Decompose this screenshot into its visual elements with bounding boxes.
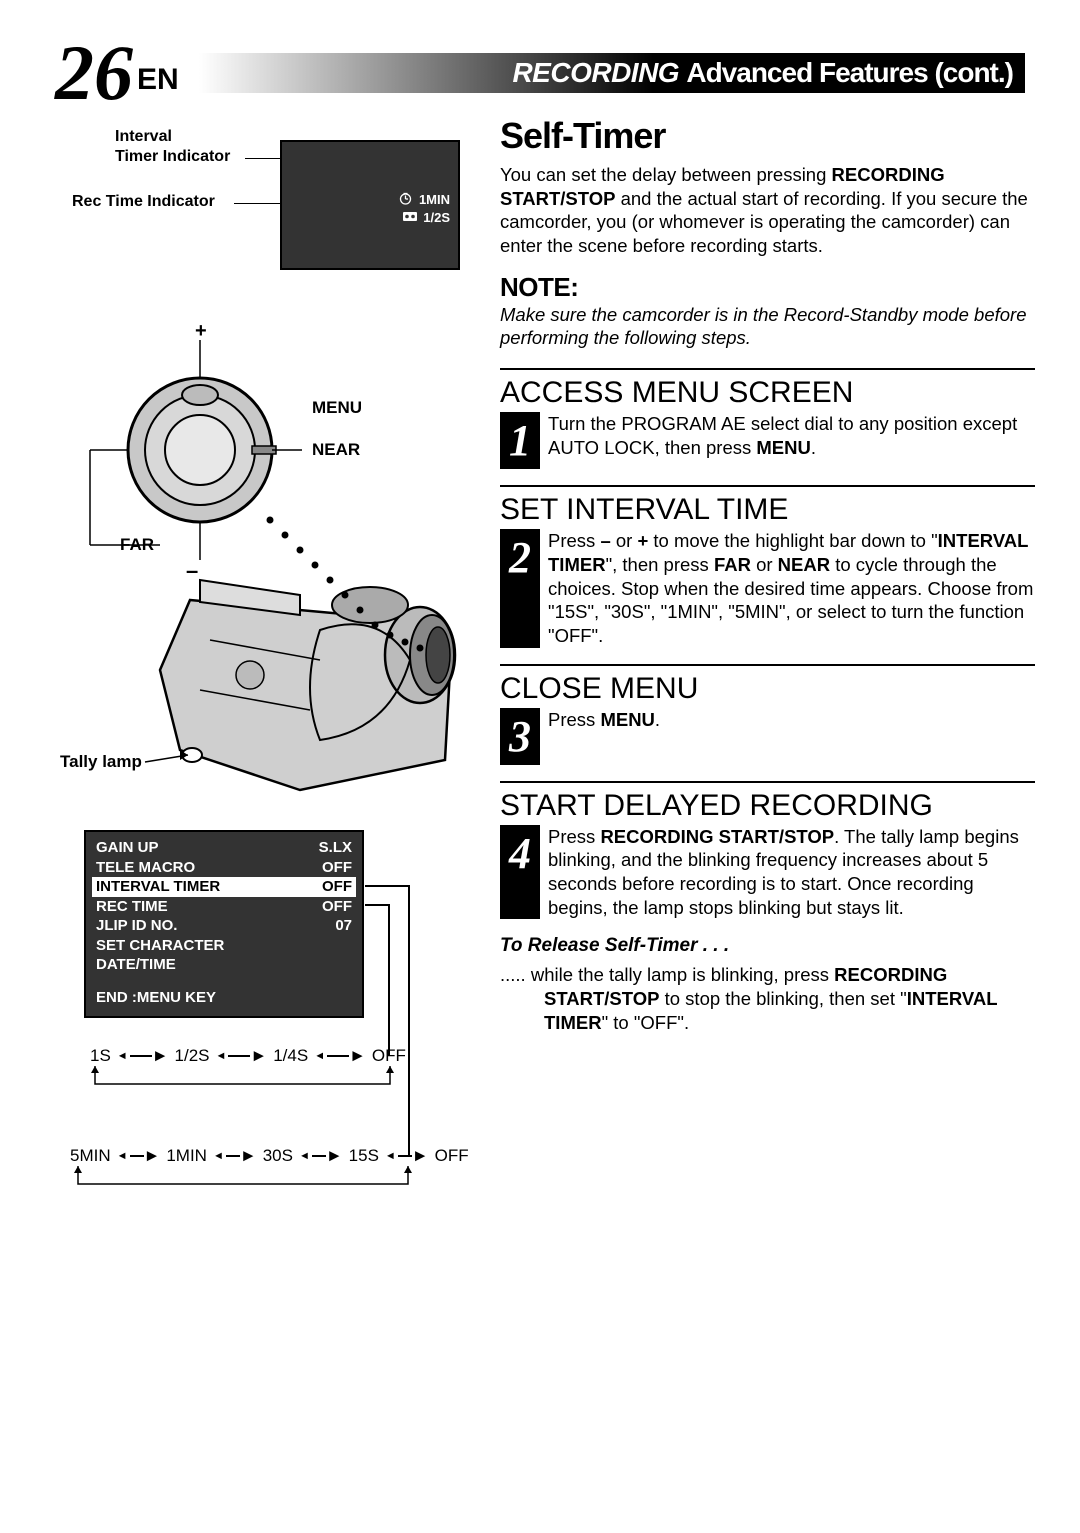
label-minus: –: [186, 558, 198, 584]
left-column: Interval Timer Indicator Rec Time Indica…: [70, 130, 480, 1210]
label-timer-indicator: Timer Indicator: [115, 148, 230, 166]
label-tally-lamp: Tally lamp: [60, 752, 142, 772]
step-number: 3: [500, 708, 540, 765]
menu-diagram: GAIN UPS.LX TELE MACROOFF INTERVAL TIMER…: [70, 830, 480, 1210]
step-body: Press MENU.: [548, 708, 1035, 732]
menu-row: GAIN UPS.LX: [96, 838, 352, 858]
intro-text: You can set the delay between pressing R…: [500, 163, 1035, 258]
label-plus: +: [195, 320, 207, 343]
page-lang: EN: [137, 63, 179, 97]
release-heading: To Release Self-Timer . . .: [500, 935, 1035, 957]
menu-screen: GAIN UPS.LX TELE MACROOFF INTERVAL TIMER…: [84, 830, 364, 1018]
menu-row: JLIP ID NO.07: [96, 916, 352, 936]
right-column: Self-Timer You can set the delay between…: [500, 115, 1035, 1034]
label-rec-time-indicator: Rec Time Indicator: [72, 193, 215, 211]
page-header: 26 EN RECORDING Advanced Features (cont.…: [55, 40, 1025, 105]
connector-line: [365, 885, 409, 887]
step-1: ACCESS MENU SCREEN 1 Turn the PROGRAM AE…: [500, 368, 1035, 469]
tape-icon: [402, 210, 418, 225]
menu-row: TELE MACROOFF: [96, 858, 352, 878]
vf-value-1min: 1MIN: [419, 192, 450, 207]
step-body: Press RECORDING START/STOP. The tally la…: [548, 825, 1035, 920]
page-number: 26: [55, 34, 133, 112]
step-body: Turn the PROGRAM AE select dial to any p…: [548, 412, 1035, 459]
label-far: FAR: [120, 535, 154, 555]
menu-row: DATE/TIME: [96, 955, 352, 975]
step-3: CLOSE MENU 3 Press MENU.: [500, 664, 1035, 765]
viewfinder-diagram: Interval Timer Indicator Rec Time Indica…: [70, 130, 480, 290]
label-interval: Interval: [115, 128, 172, 146]
release-body: ..... while the tally lamp is blinking, …: [500, 963, 1035, 1034]
header-title: RECORDING Advanced Features (cont.): [512, 57, 1013, 89]
cycle-interval-timer: 5MIN ► 1MIN ► 30S ► 15S ► OFF: [70, 1146, 469, 1166]
vf-value-12s: 1/2S: [423, 210, 450, 225]
step-body: Press – or + to move the highlight bar d…: [548, 529, 1035, 647]
menu-row-highlight: INTERVAL TIMEROFF: [92, 877, 356, 897]
cycle-return-arrow: [70, 1166, 420, 1196]
cycle-rec-time: 1S ► 1/2S ► 1/4S ► OFF: [90, 1046, 406, 1066]
section-title: Self-Timer: [500, 115, 1035, 157]
cycle-return-arrow: [90, 1066, 400, 1096]
step-4: START DELAYED RECORDING 4 Press RECORDIN…: [500, 781, 1035, 920]
step-number: 2: [500, 529, 540, 647]
step-title: START DELAYED RECORDING: [500, 789, 1035, 823]
menu-end: END :MENU KEY: [96, 989, 352, 1006]
label-menu: MENU: [312, 398, 362, 418]
step-title: ACCESS MENU SCREEN: [500, 376, 1035, 410]
viewfinder-screen: 1MIN 1/2S: [280, 140, 460, 270]
note-text: Make sure the camcorder is in the Record…: [500, 303, 1035, 350]
note-heading: NOTE:: [500, 272, 1035, 303]
header-banner: RECORDING Advanced Features (cont.): [199, 53, 1025, 93]
menu-row: SET CHARACTER: [96, 936, 352, 956]
menu-row: REC TIMEOFF: [96, 897, 352, 917]
connector-line: [388, 904, 390, 1056]
step-title: CLOSE MENU: [500, 672, 1035, 706]
label-near: NEAR: [312, 440, 360, 460]
step-title: SET INTERVAL TIME: [500, 493, 1035, 527]
step-number: 4: [500, 825, 540, 920]
camera-diagram: + MENU NEAR FAR – Tally lamp: [70, 320, 480, 810]
camera-illustration: [70, 320, 480, 810]
step-number: 1: [500, 412, 540, 469]
step-2: SET INTERVAL TIME 2 Press – or + to move…: [500, 485, 1035, 647]
connector-line: [365, 904, 389, 906]
connector-line: [408, 885, 410, 1155]
timer-icon: [399, 192, 412, 208]
